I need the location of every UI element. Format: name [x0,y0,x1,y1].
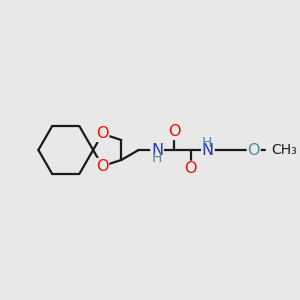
Text: O: O [248,143,260,158]
Text: O: O [168,124,181,140]
Text: N: N [151,143,163,158]
Text: H: H [151,151,162,165]
Text: N: N [202,143,214,158]
Text: CH₃: CH₃ [272,143,297,158]
Text: H: H [201,136,212,150]
Text: O: O [96,126,109,141]
Text: O: O [96,159,109,174]
Text: O: O [184,161,197,176]
